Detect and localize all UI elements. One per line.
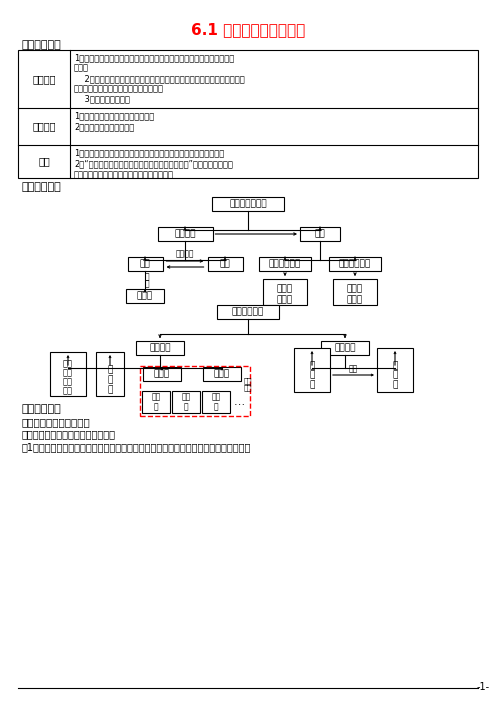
Bar	[140, 366, 250, 416]
Bar	[136, 341, 184, 355]
Text: 食: 食	[310, 362, 314, 371]
Bar	[203, 367, 241, 381]
Text: 态系统: 态系统	[347, 296, 363, 305]
Text: 学观。: 学观。	[74, 63, 89, 72]
Text: 农田生: 农田生	[347, 284, 363, 293]
Text: 1．举例说出生态系统概念和组成成分，树立人与自然和谐发展的自然科: 1．举例说出生态系统概念和组成成分，树立人与自然和谐发展的自然科	[74, 53, 234, 62]
Text: 网: 网	[392, 380, 398, 390]
Text: 自然生态系统: 自然生态系统	[269, 260, 301, 268]
Text: 2．“小资料：陆地生态系统通常以腐食食物链为主”只作为背景资料供: 2．“小资料：陆地生态系统通常以腐食食物链为主”只作为背景资料供	[74, 159, 233, 168]
Bar	[172, 391, 200, 413]
Text: 人工生态系统: 人工生态系统	[339, 260, 371, 268]
Text: 物的: 物的	[63, 369, 73, 378]
Text: 1．食物链只要求掌据捕食链，其他寄生链、腐食食物链不作要求。: 1．食物链只要求掌据捕食链，其他寄生链、腐食食物链不作要求。	[74, 148, 224, 157]
Text: 相互作用: 相互作用	[176, 249, 194, 258]
Text: 营养结构: 营养结构	[334, 343, 356, 352]
Bar	[142, 391, 170, 413]
Text: 物: 物	[310, 371, 314, 380]
Text: 生态系统结构: 生态系统结构	[232, 307, 264, 317]
Bar	[263, 279, 307, 305]
Text: 阅读课本，小组讨论回答下列问题：: 阅读课本，小组讨论回答下列问题：	[22, 429, 116, 439]
Bar	[329, 257, 381, 271]
Text: 发展要求: 发展要求	[32, 121, 56, 131]
Bar	[321, 341, 369, 355]
Bar	[18, 50, 478, 178]
Bar	[300, 227, 340, 241]
Bar	[259, 257, 311, 271]
Bar	[143, 367, 181, 381]
Text: 生物: 生物	[140, 260, 150, 268]
Text: 2．举例说明生态金字塔。: 2．举例说明生态金字塔。	[74, 122, 134, 131]
Text: 三、导学过程: 三、导学过程	[22, 404, 62, 414]
Text: 6.1 生态系统的营养结构: 6.1 生态系统的营养结构	[191, 22, 305, 37]
Text: -1-: -1-	[477, 682, 490, 692]
Text: （1）某动物园里饱养着多种动物，同时也栽培了许多植物，该动物园是否属于一个生态: （1）某动物园里饱养着多种动物，同时也栽培了许多植物，该动物园是否属于一个生态	[22, 442, 251, 452]
Bar	[126, 289, 164, 303]
Text: 链: 链	[310, 380, 314, 390]
Bar	[50, 352, 86, 396]
Text: 消费者: 消费者	[214, 369, 230, 378]
Text: 以此
类推: 以此 类推	[244, 377, 252, 391]
Text: 承: 承	[145, 272, 149, 281]
Bar	[202, 391, 230, 413]
Text: 一、生态系统的组成成分: 一、生态系统的组成成分	[22, 417, 91, 427]
Text: 1．尝试建构生态系统的结构模型。: 1．尝试建构生态系统的结构模型。	[74, 111, 154, 120]
Text: 第三
级: 第三 级	[211, 392, 221, 411]
Bar	[377, 348, 413, 392]
Text: 生物圈: 生物圈	[137, 291, 153, 300]
Text: 和能: 和能	[63, 387, 73, 395]
Text: 二、知识网络: 二、知识网络	[22, 182, 62, 192]
Text: 生产者: 生产者	[154, 369, 170, 378]
Text: 生态系统: 生态系统	[174, 230, 196, 239]
Bar	[212, 197, 284, 211]
Bar	[96, 352, 124, 396]
Bar	[158, 227, 212, 241]
Text: 一、目标导航: 一、目标导航	[22, 40, 62, 50]
Text: 学生阅读，不要求学生记忆或掌据具体内容。: 学生阅读，不要求学生记忆或掌据具体内容。	[74, 170, 174, 179]
Text: 分: 分	[107, 366, 113, 374]
Text: 者: 者	[107, 385, 113, 395]
Bar	[294, 348, 330, 392]
Text: 食: 食	[392, 362, 398, 371]
Text: 环境: 环境	[220, 260, 230, 268]
Bar	[127, 257, 163, 271]
Text: …: …	[234, 397, 245, 407]
Text: 形成: 形成	[349, 364, 358, 373]
Text: 境保护的意识和树立可持续发展的观念。: 境保护的意识和树立可持续发展的观念。	[74, 84, 164, 93]
Text: 水域生: 水域生	[277, 284, 293, 293]
Bar	[217, 305, 279, 319]
Bar	[207, 257, 243, 271]
Text: 大: 大	[145, 279, 149, 288]
Text: 2．举例说明食物链与食物网，并说出其中的生物所处的营养级，形成环: 2．举例说明食物链与食物网，并说出其中的生物所处的营养级，形成环	[74, 74, 245, 83]
Text: 态系统: 态系统	[277, 296, 293, 305]
Bar	[333, 279, 377, 305]
Text: 第二
级: 第二 级	[182, 392, 190, 411]
Text: 3．评述生物放大。: 3．评述生物放大。	[74, 94, 130, 103]
Text: 基本要求: 基本要求	[32, 74, 56, 84]
Text: 非生: 非生	[63, 359, 73, 369]
Text: 物: 物	[392, 371, 398, 380]
Text: 类型: 类型	[314, 230, 325, 239]
Text: 生态系统的范围: 生态系统的范围	[229, 199, 267, 208]
Text: 说明: 说明	[38, 157, 50, 166]
Text: 组成成分: 组成成分	[149, 343, 171, 352]
Text: 解: 解	[107, 376, 113, 385]
Text: 第一
级: 第一 级	[151, 392, 161, 411]
Text: 物质: 物质	[63, 378, 73, 387]
